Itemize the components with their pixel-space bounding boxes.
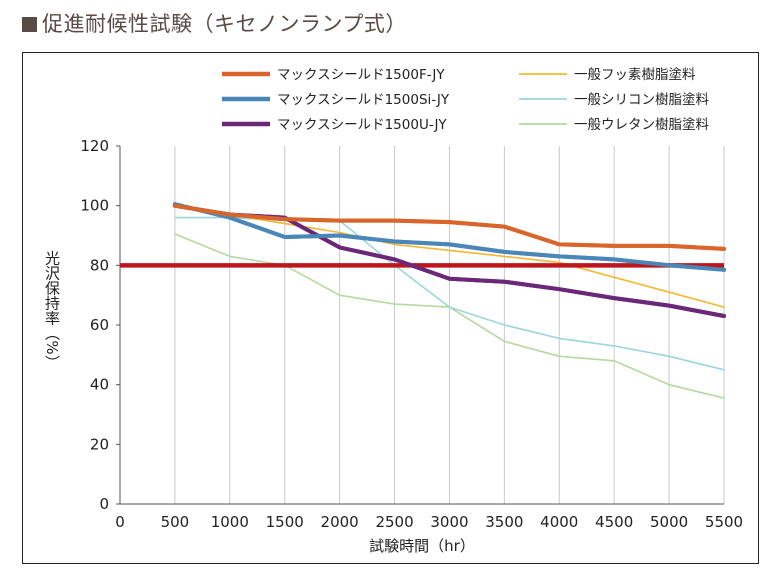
x-tick-label: 2000 (321, 513, 359, 531)
legend-label: 一般ウレタン樹脂塗料 (574, 116, 709, 133)
series-line-overlay (172, 203, 726, 251)
y-tick-label: 120 (80, 137, 109, 155)
x-tick-label: 4000 (540, 513, 578, 531)
y-tick-label: 80 (90, 256, 109, 274)
x-tick-label: 2500 (375, 513, 413, 531)
x-tick-label: 1500 (266, 513, 304, 531)
series-line-overlay (172, 202, 726, 272)
series-line (174, 204, 725, 308)
y-axis-label: 光沢保持率（%） (43, 250, 61, 369)
chart-frame (22, 52, 759, 564)
y-tick-label: 40 (90, 376, 109, 394)
x-tick-label: 3500 (485, 513, 523, 531)
page-title: 促進耐候性試験（キセノンランプ式） (22, 8, 407, 38)
legend-label: マックスシールド1500F-JY (277, 67, 445, 83)
x-tick-label: 5000 (650, 513, 688, 531)
x-tick-label: 0 (115, 513, 125, 531)
y-tick-label: 20 (90, 435, 109, 453)
y-tick-label: 0 (99, 495, 109, 513)
legend-label: 一般フッ素樹脂塗料 (574, 66, 696, 83)
y-tick-label: 100 (80, 197, 109, 215)
y-tick-label: 60 (90, 316, 109, 334)
x-axis-label: 試験時間（hr） (369, 537, 475, 555)
title-square-icon (22, 17, 37, 32)
legend-label: マックスシールド1500Si-JY (277, 92, 450, 108)
x-tick-label: 3000 (430, 513, 468, 531)
page-title-text: 促進耐候性試験（キセノンランプ式） (42, 12, 407, 36)
legend-label: 一般シリコン樹脂塗料 (574, 91, 709, 108)
legend-label: マックスシールド1500U-JY (277, 117, 447, 133)
x-tick-label: 1000 (211, 513, 249, 531)
x-tick-label: 500 (161, 513, 190, 531)
x-tick-label: 4500 (595, 513, 633, 531)
x-tick-label: 5500 (705, 513, 743, 531)
